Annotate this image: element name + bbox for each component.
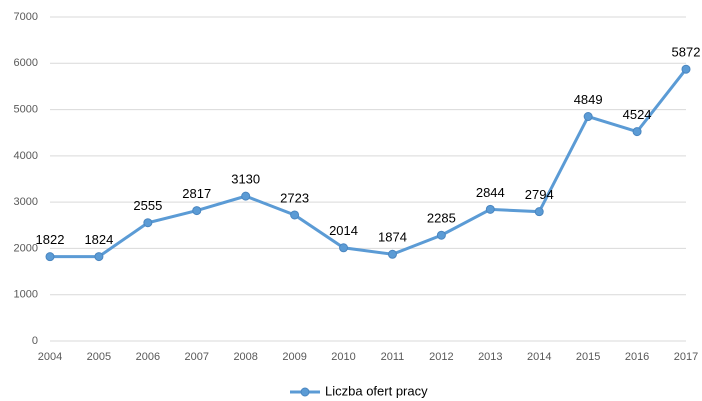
data-point [387, 249, 397, 259]
legend-marker [300, 387, 310, 397]
data-label: 2555 [133, 198, 162, 213]
x-tick-label: 2016 [625, 351, 649, 363]
data-point [290, 210, 300, 220]
data-label: 1874 [378, 230, 407, 245]
data-label: 2014 [329, 223, 358, 238]
data-label: 1822 [36, 232, 65, 247]
data-point [534, 207, 544, 217]
y-tick-label: 3000 [14, 196, 38, 208]
data-label: 2285 [427, 211, 456, 226]
data-point [192, 206, 202, 216]
data-point [339, 243, 349, 253]
x-tick-label: 2007 [185, 351, 209, 363]
data-point [94, 252, 104, 262]
y-tick-label: 4000 [14, 150, 38, 162]
data-label: 4524 [623, 107, 652, 122]
data-point [485, 204, 495, 214]
data-label: 1824 [84, 232, 113, 247]
y-tick-label: 5000 [14, 103, 38, 115]
x-tick-label: 2010 [331, 351, 355, 363]
x-tick-label: 2009 [282, 351, 306, 363]
legend-label: Liczba ofert pracy [325, 383, 428, 398]
data-point [632, 127, 642, 137]
data-label: 5872 [672, 45, 701, 60]
x-tick-label: 2012 [429, 351, 453, 363]
x-tick-label: 2004 [38, 351, 62, 363]
data-label: 4849 [574, 92, 603, 107]
x-tick-label: 2008 [233, 351, 257, 363]
data-point [143, 218, 153, 228]
data-label: 2723 [280, 190, 309, 205]
y-tick-label: 2000 [14, 242, 38, 254]
data-point [681, 64, 691, 74]
x-tick-label: 2017 [674, 351, 698, 363]
data-label: 3130 [231, 172, 260, 187]
data-label: 2794 [525, 187, 554, 202]
x-tick-label: 2005 [87, 351, 111, 363]
y-tick-label: 6000 [14, 57, 38, 69]
data-point [436, 230, 446, 240]
x-tick-label: 2014 [527, 351, 551, 363]
data-label: 2844 [476, 185, 505, 200]
y-tick-label: 1000 [14, 289, 38, 301]
data-point [45, 252, 55, 262]
y-tick-label: 7000 [14, 11, 38, 23]
y-tick-label: 0 [32, 335, 38, 347]
x-tick-label: 2013 [478, 351, 502, 363]
series-line [49, 68, 688, 259]
x-tick-label: 2015 [576, 351, 600, 363]
x-tick-label: 2011 [381, 351, 405, 363]
data-point [583, 112, 593, 122]
data-point [241, 191, 251, 201]
data-label: 2817 [182, 186, 211, 201]
x-tick-label: 2006 [136, 351, 160, 363]
